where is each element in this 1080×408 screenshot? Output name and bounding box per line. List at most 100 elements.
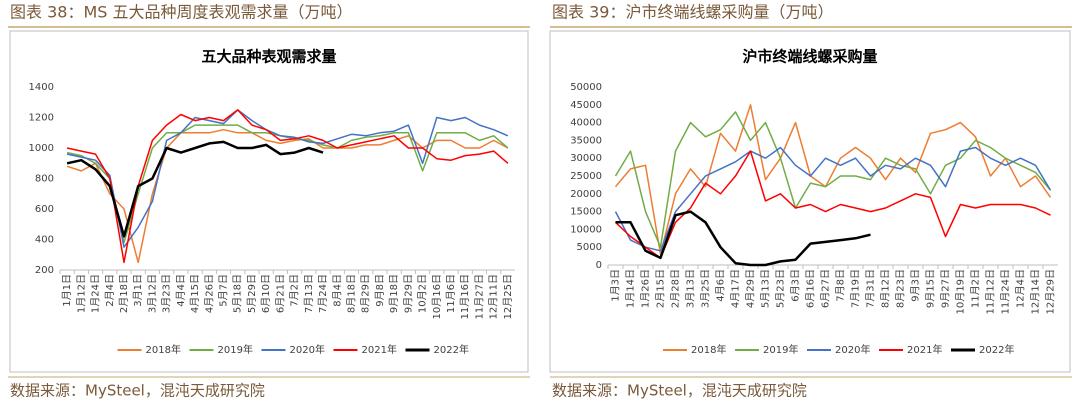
y-tick-label: 50000 (570, 82, 602, 93)
x-tick-label: 5月23日 (775, 269, 787, 308)
series-line (614, 150, 1051, 259)
y-tick-label: 30000 (570, 153, 602, 164)
y-tick-label: 800 (35, 174, 54, 185)
x-tick-label: 2月15日 (655, 269, 667, 308)
x-tick-label: 12月14日 (1030, 269, 1042, 314)
x-tick-label: 3月23日 (161, 274, 173, 313)
series-line (614, 104, 1052, 256)
x-tick-label: 11月2日 (970, 269, 982, 308)
x-tick-label: 8月23日 (895, 269, 907, 308)
legend-label: 2022年 (979, 343, 1014, 356)
y-tick-label: 5000 (577, 242, 602, 253)
x-tick-label: 4月15日 (189, 274, 201, 313)
series-line (614, 111, 1052, 248)
x-tick-label: 6月10日 (260, 274, 272, 313)
figure-caption: 图表 39：沪市终端线螺采购量（万吨） (552, 3, 833, 22)
chart-frame (9, 30, 529, 373)
source-note: 数据来源：MySteel，混沌天成研究院 (552, 382, 807, 400)
x-tick-label: 4月29日 (745, 269, 757, 308)
x-tick-label: 1月3日 (610, 269, 622, 302)
x-tick-label: 12月4日 (1015, 269, 1027, 308)
x-tick-label: 10月16日 (431, 274, 443, 319)
legend-label: 2019年 (763, 343, 798, 356)
y-tick-label: 400 (35, 235, 54, 246)
x-tick-label: 7月19日 (850, 269, 862, 308)
x-tick-label: 1月26日 (640, 269, 652, 308)
x-tick-label: 7月31日 (865, 269, 877, 308)
x-tick-label: 5月29日 (246, 274, 258, 313)
x-tick-label: 1月24日 (90, 274, 102, 313)
x-tick-label: 1月14日 (625, 269, 637, 308)
x-tick-label: 12月25日 (502, 274, 514, 319)
x-tick-label: 8月4日 (331, 274, 343, 307)
x-tick-label: 9月3日 (910, 269, 922, 302)
x-tick-label: 10月2日 (417, 274, 429, 313)
series-line (615, 210, 871, 267)
y-tick-label: 200 (35, 265, 54, 276)
x-tick-label: 3月13日 (685, 269, 697, 308)
x-tick-label: 4月17日 (730, 269, 742, 308)
x-tick-label: 11月16日 (459, 274, 471, 319)
x-tick-label: 9月8日 (374, 274, 386, 307)
legend-label: 2021年 (362, 343, 397, 356)
x-tick-label: 9月27日 (940, 269, 952, 308)
x-tick-label: 11月6日 (445, 274, 457, 313)
x-tick-label: 3月12日 (146, 274, 158, 313)
x-tick-label: 6月21日 (274, 274, 286, 313)
y-tick-label: 1000 (29, 143, 54, 154)
x-tick-label: 6月27日 (820, 269, 832, 308)
x-tick-label: 6月16日 (805, 269, 817, 308)
x-tick-label: 7月13日 (303, 274, 315, 313)
x-tick-label: 7月2日 (289, 274, 301, 307)
series-line (66, 109, 509, 248)
series-line (614, 146, 1052, 252)
x-tick-label: 4月26日 (203, 274, 215, 313)
x-tick-label: 11月12日 (985, 269, 997, 314)
x-tick-label: 12月29日 (1045, 269, 1057, 314)
x-tick-label: 9月29日 (402, 274, 414, 313)
x-tick-label: 1月1日 (61, 274, 73, 307)
y-tick-label: 1400 (29, 82, 54, 93)
x-tick-label: 6月3日 (790, 269, 802, 302)
chart-frame (549, 30, 1071, 373)
x-tick-label: 3月1日 (132, 274, 144, 307)
x-tick-label: 3月25日 (700, 269, 712, 308)
legend-label: 2020年 (835, 343, 870, 356)
x-tick-label: 8月29日 (360, 274, 372, 313)
x-tick-label: 8月12日 (880, 269, 892, 308)
x-tick-label: 2月28日 (670, 269, 682, 308)
x-tick-label: 7月24日 (317, 274, 329, 313)
figure-caption: 图表 38：MS 五大品种周度表观需求量（万吨） (10, 3, 353, 22)
x-tick-label: 9月15日 (925, 269, 937, 308)
legend-label: 2018年 (691, 343, 726, 356)
x-tick-label: 5月18日 (232, 274, 244, 313)
y-tick-label: 40000 (570, 118, 602, 129)
x-tick-label: 10月19日 (955, 269, 967, 314)
y-tick-label: 0 (596, 260, 602, 271)
x-tick-label: 7月8日 (835, 269, 847, 302)
legend-label: 2019年 (218, 343, 253, 356)
legend-label: 2022年 (434, 343, 469, 356)
x-tick-label: 8月18日 (345, 274, 357, 313)
y-tick-label: 35000 (570, 135, 602, 146)
chart-title: 沪市终端线螺采购量 (742, 48, 877, 66)
source-note: 数据来源：MySteel，混沌天成研究院 (10, 382, 265, 400)
legend-label: 2021年 (907, 343, 942, 356)
chart-title: 五大品种表观需求量 (201, 48, 336, 66)
series-line (66, 128, 509, 264)
x-tick-label: 11月24日 (1000, 269, 1012, 314)
x-tick-label: 12月11日 (488, 274, 500, 319)
y-tick-label: 15000 (570, 207, 602, 218)
x-tick-label: 11月27日 (473, 274, 485, 319)
x-tick-label: 4月4日 (175, 274, 187, 307)
x-tick-label: 5月7日 (218, 274, 230, 307)
series-line (66, 109, 509, 264)
y-tick-label: 600 (35, 204, 54, 215)
x-tick-label: 2月18日 (118, 274, 130, 313)
x-tick-label: 5月13日 (760, 269, 772, 308)
legend-label: 2018年 (146, 343, 181, 356)
y-tick-label: 1200 (29, 113, 54, 124)
legend-label: 2020年 (290, 343, 325, 356)
